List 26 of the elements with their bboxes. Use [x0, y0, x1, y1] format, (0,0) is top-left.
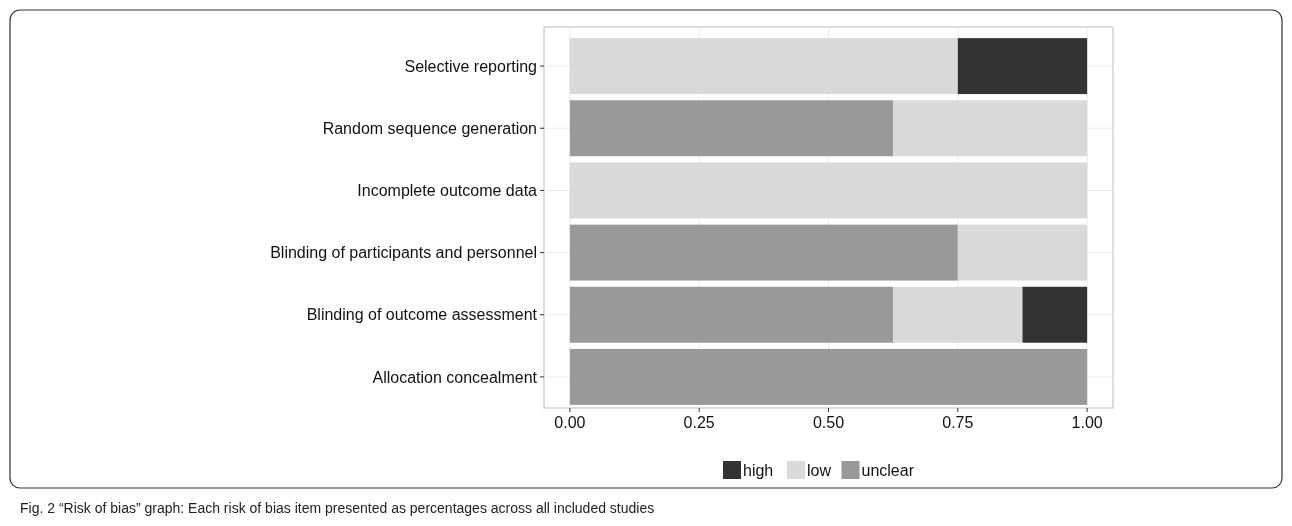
legend-label: low — [807, 461, 832, 479]
bar — [569, 100, 894, 157]
x-tick-label: 0.75 — [942, 414, 974, 431]
bar — [569, 348, 1088, 405]
y-tick-label: Incomplete outcome data — [357, 182, 538, 200]
bar — [1022, 286, 1088, 343]
bar — [957, 38, 1088, 95]
legend-label: high — [743, 461, 774, 479]
bar — [569, 38, 958, 95]
bar — [569, 224, 958, 281]
x-tick-label: 0.00 — [554, 414, 586, 431]
bar — [569, 162, 1088, 219]
caption: Fig. 2 “Risk of bias” graph: Each risk of bias item presented as percentages across all included studies — [20, 500, 655, 516]
y-tick-label: Allocation concealment — [372, 368, 538, 386]
y-tick-label: Random sequence generation — [322, 119, 537, 137]
x-tick-label: 1.00 — [1071, 414, 1103, 431]
x-tick-label: 0.50 — [812, 414, 845, 431]
bar — [893, 100, 1088, 157]
bar — [957, 224, 1088, 281]
bar — [893, 286, 1023, 343]
y-tick-label: Blinding of participants and personnel — [270, 244, 537, 262]
y-tick-label: Selective reporting — [404, 57, 537, 75]
x-tick-label: 0.25 — [683, 414, 715, 431]
y-tick-label: Blinding of outcome assessment — [306, 306, 538, 324]
bar — [569, 286, 894, 343]
legend-label: unclear — [861, 461, 915, 479]
